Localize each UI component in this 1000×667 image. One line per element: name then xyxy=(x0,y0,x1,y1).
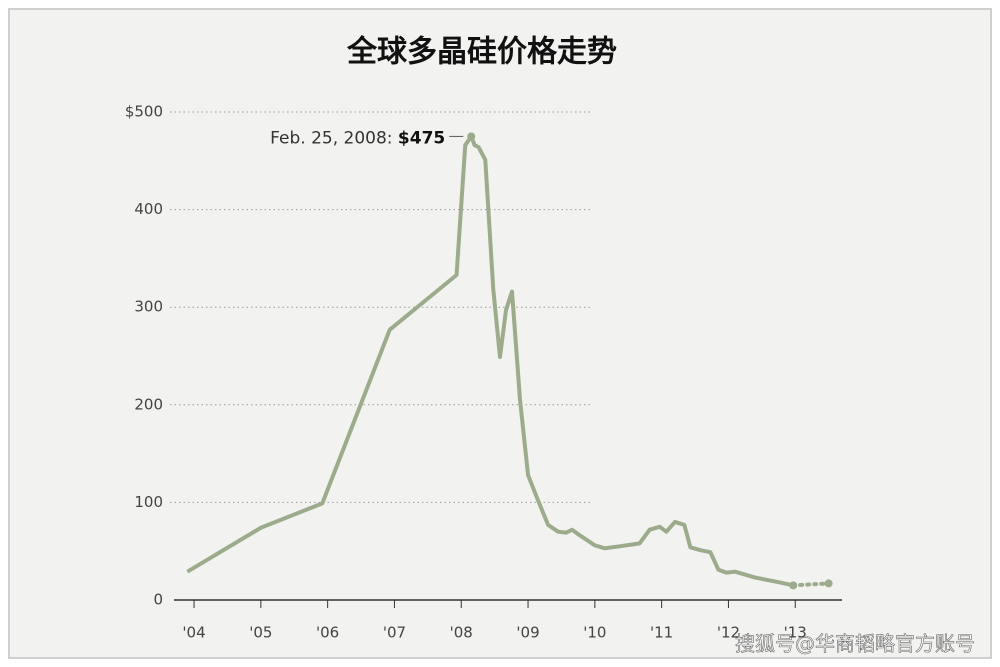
annotation-text: Feb. 25, 2008: xyxy=(270,128,392,148)
watermark: 搜狐号@华商韬略官方账号 xyxy=(735,632,975,656)
point-marker xyxy=(789,581,798,590)
x-tick-label: '11 xyxy=(650,624,673,642)
x-tick-label: '13 xyxy=(784,624,807,642)
x-tick-label: '09 xyxy=(516,624,539,642)
x-tick-label: '06 xyxy=(316,624,339,642)
x-tick-label: '05 xyxy=(249,624,272,642)
y-tick-label: $500 xyxy=(125,103,163,121)
x-tick-label: '07 xyxy=(383,624,406,642)
frame xyxy=(8,8,992,659)
peak-marker xyxy=(467,132,476,141)
price-line-projection xyxy=(791,581,831,588)
x-tick-label: '04 xyxy=(182,624,205,642)
y-tick-label: 100 xyxy=(134,493,163,511)
chart-title: 全球多晶硅价格走势 xyxy=(346,35,617,70)
y-tick-label: 200 xyxy=(134,395,163,413)
y-tick-label: 400 xyxy=(134,200,163,218)
point-marker xyxy=(824,579,833,588)
x-tick-label: '12 xyxy=(717,624,740,642)
price-line xyxy=(186,134,794,588)
y-tick-label: 300 xyxy=(134,298,163,316)
annotation: Feb. 25, 2008: $475 xyxy=(270,128,445,148)
annotation-value: $475 xyxy=(398,128,445,148)
x-tick-label: '10 xyxy=(583,624,606,642)
x-tick-label: '08 xyxy=(450,624,473,642)
y-tick-label: 0 xyxy=(153,591,163,609)
